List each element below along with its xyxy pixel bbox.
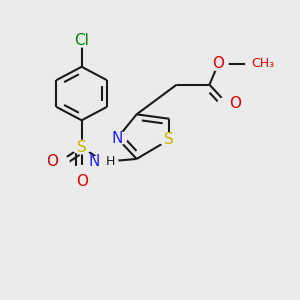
Text: O: O (212, 56, 224, 71)
Ellipse shape (89, 154, 119, 169)
Ellipse shape (71, 165, 92, 180)
Text: Cl: Cl (74, 32, 89, 47)
Text: O: O (76, 174, 88, 189)
Text: CH₃: CH₃ (251, 57, 274, 70)
Ellipse shape (107, 131, 128, 146)
Ellipse shape (245, 56, 281, 71)
Ellipse shape (71, 140, 92, 154)
Ellipse shape (159, 132, 180, 147)
Text: N: N (112, 130, 123, 146)
Text: O: O (229, 96, 241, 111)
Text: N: N (89, 154, 100, 169)
Ellipse shape (71, 33, 92, 47)
Text: H: H (105, 155, 115, 168)
Ellipse shape (68, 33, 95, 47)
Text: O: O (46, 154, 58, 169)
Ellipse shape (49, 154, 70, 169)
Text: S: S (164, 132, 174, 147)
Ellipse shape (208, 56, 229, 71)
Text: S: S (77, 140, 86, 154)
Ellipse shape (217, 97, 238, 111)
